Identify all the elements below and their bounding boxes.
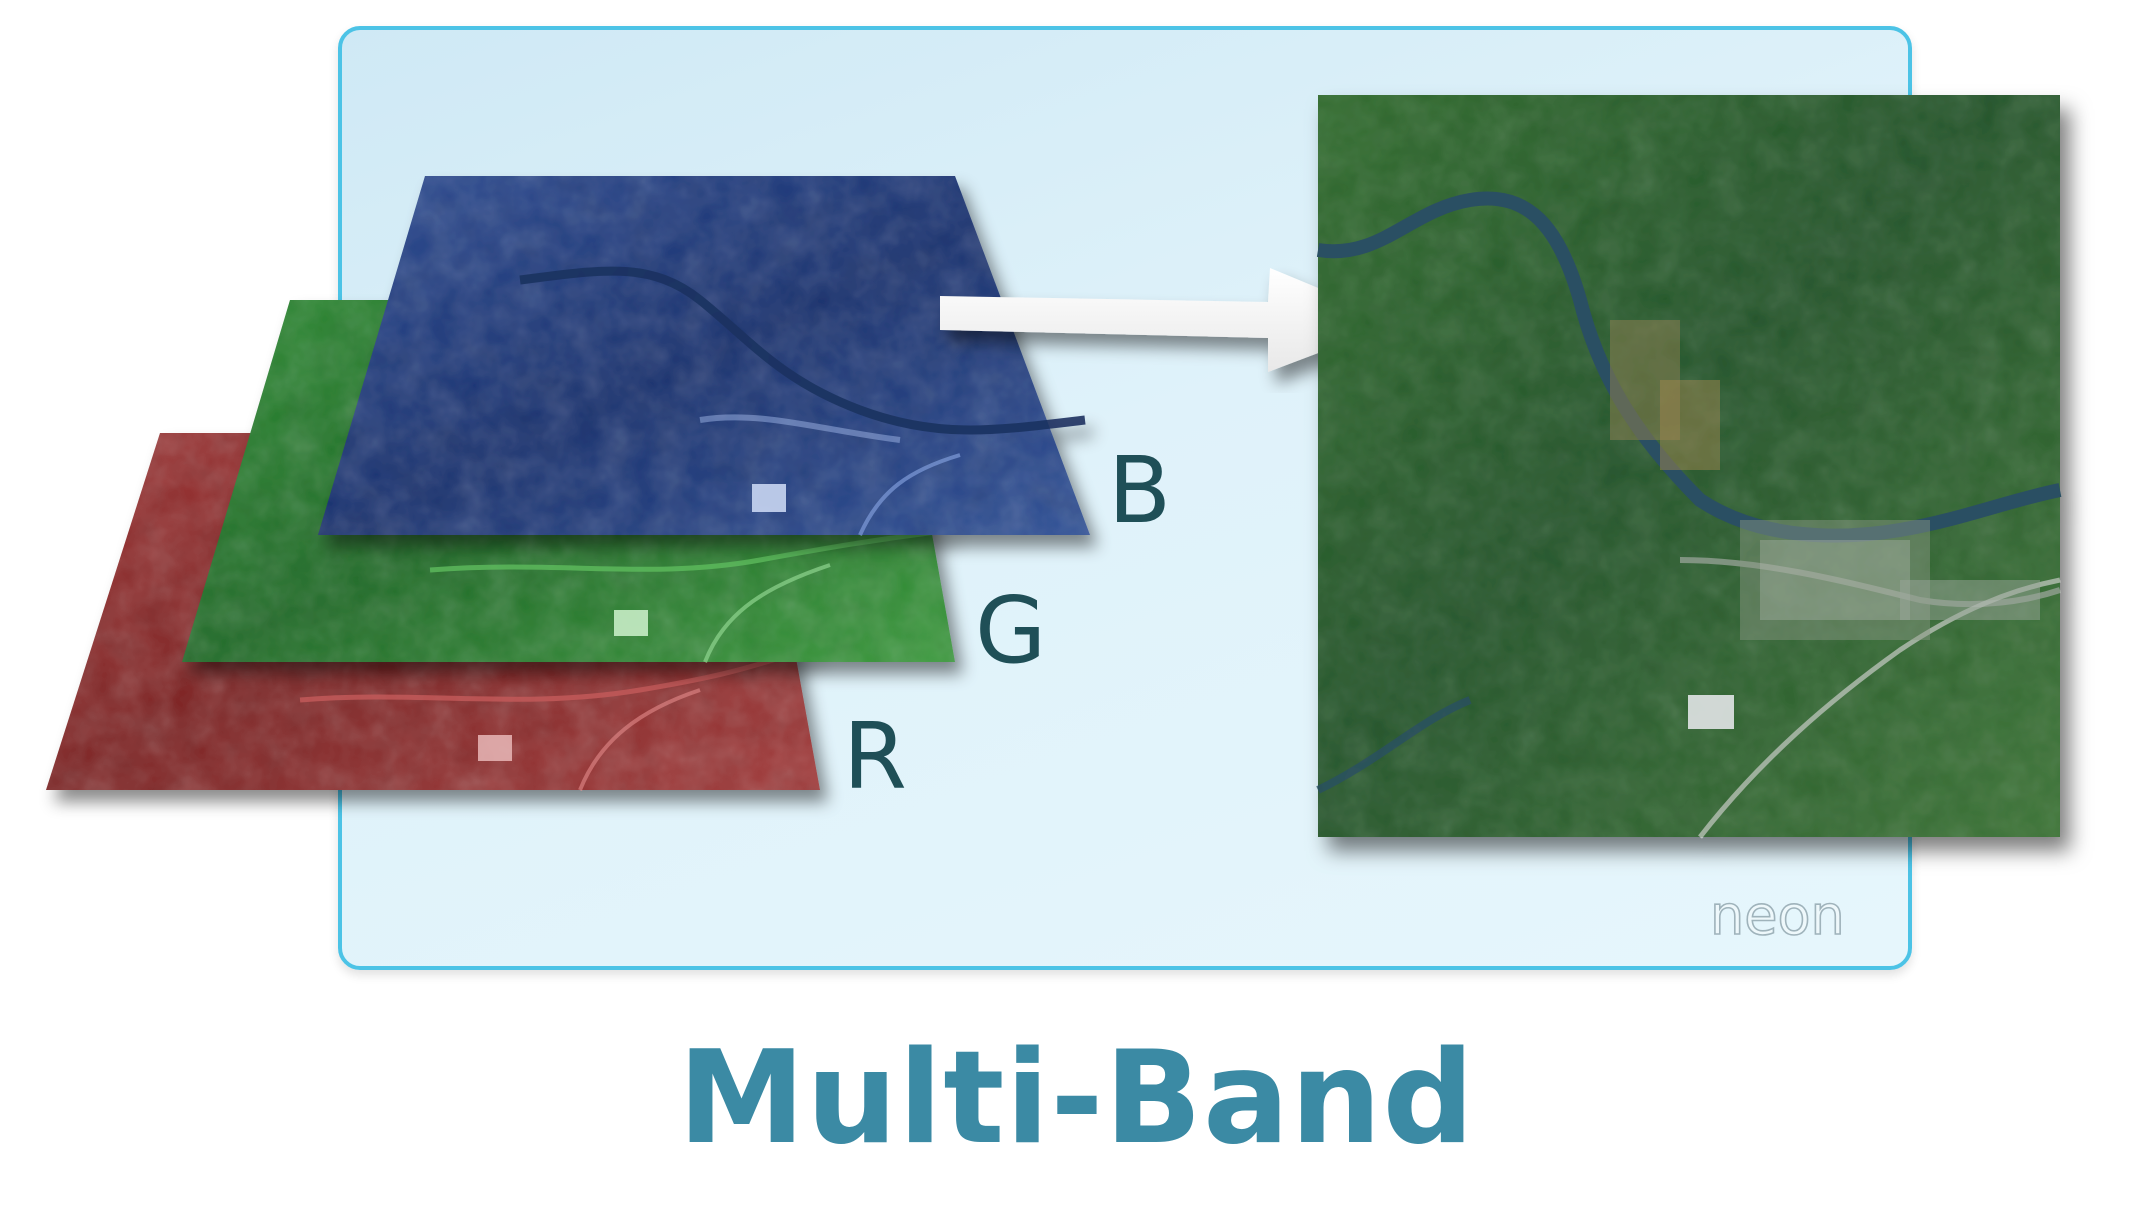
red-band-label: R	[843, 703, 907, 810]
page-title: Multi-Band	[677, 1024, 1476, 1173]
blue-band-label: B	[1108, 437, 1171, 544]
blue-band-layer	[318, 176, 1090, 536]
right-arrow-icon	[940, 268, 1400, 372]
green-band-label: G	[975, 577, 1046, 684]
neon-logo-icon: neon	[1710, 884, 1845, 947]
rgb-composite-image	[1316, 95, 2062, 839]
